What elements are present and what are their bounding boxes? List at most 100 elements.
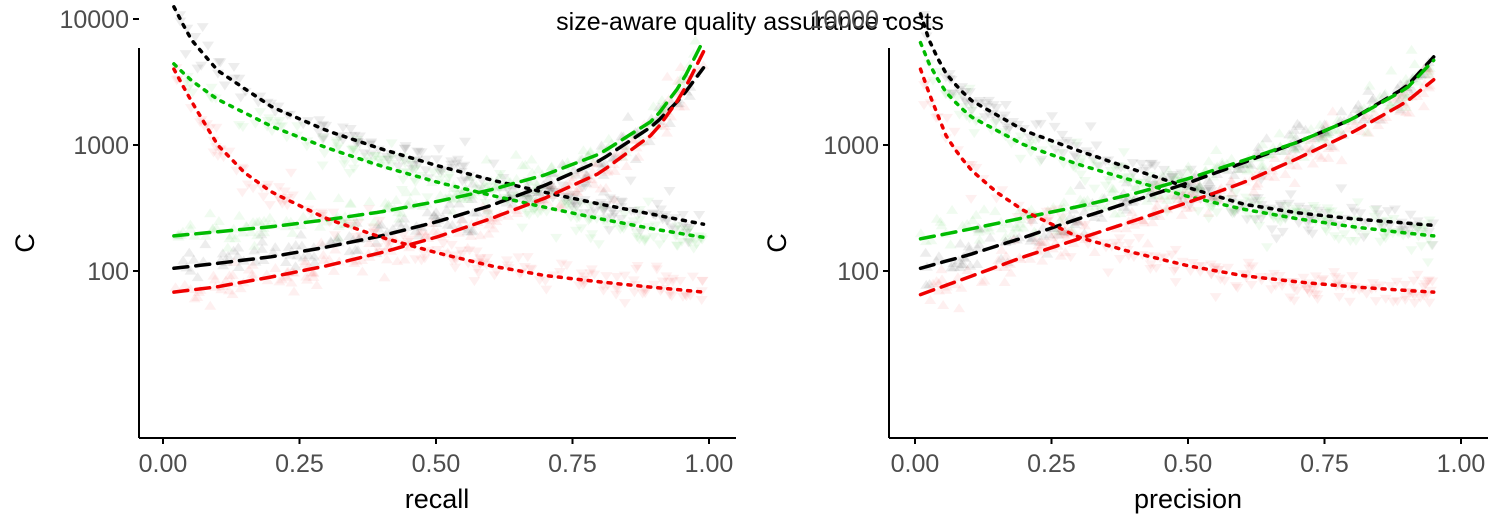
scatter-point [1291, 143, 1304, 153]
scatter-point [584, 269, 597, 279]
scatter-point [500, 256, 513, 266]
scatter-point [363, 238, 376, 248]
scatter-point [1242, 258, 1255, 268]
scatter-point [210, 123, 223, 133]
scatter-point [1207, 171, 1220, 181]
scatter-point [1279, 169, 1292, 179]
scatter-point [545, 180, 558, 190]
scatter-point [1410, 224, 1423, 234]
scatter-point [608, 210, 621, 220]
scatter-point [629, 153, 642, 163]
scatter-point [1274, 202, 1287, 212]
scatter-point [998, 111, 1011, 121]
scatter-point [978, 204, 991, 214]
scatter-point [1064, 139, 1077, 149]
scatter-point [1011, 223, 1024, 233]
scatter-point [273, 276, 286, 286]
scatter-point [571, 209, 584, 219]
scatter-point [345, 132, 358, 142]
scatter-point [332, 193, 345, 203]
scatter-point [1311, 294, 1324, 304]
scatter-point [936, 274, 949, 284]
scatter-point [1170, 190, 1183, 200]
scatter-point [1338, 230, 1351, 240]
scatter-point [338, 155, 351, 165]
scatter-point [983, 225, 996, 235]
figure-title: size-aware quality assurance costs [556, 8, 944, 36]
scatter-point [1202, 214, 1215, 224]
scatter-point [1074, 170, 1087, 180]
scatter-point [1003, 123, 1016, 133]
scatter-point [1242, 158, 1255, 168]
scatter-point [1055, 227, 1068, 237]
scatter-point [390, 195, 403, 205]
scatter-point [1348, 120, 1361, 130]
scatter-point [1161, 194, 1174, 204]
scatter-point [1146, 159, 1159, 169]
scatter-point [315, 237, 328, 247]
scatter-point [343, 246, 356, 256]
scatter-point [378, 272, 391, 282]
scatter-point [1141, 176, 1154, 186]
scatter-point [948, 127, 961, 137]
scatter-point [554, 199, 567, 209]
scatter-point [1394, 90, 1407, 100]
recall-scatter-cloud [169, 11, 710, 310]
scatter-point [1399, 101, 1412, 111]
scatter-point [973, 239, 986, 249]
scatter-point [512, 253, 525, 263]
scatter-point [210, 223, 223, 233]
scatter-point [1312, 150, 1325, 160]
scatter-point [1291, 286, 1304, 296]
scatter-point [1231, 163, 1244, 173]
scatter-point [1095, 200, 1108, 210]
scatter-point [614, 225, 627, 235]
scatter-point [947, 261, 960, 271]
scatter-point [1124, 191, 1137, 201]
scatter-point [682, 226, 695, 236]
scatter-point [297, 252, 310, 262]
scatter-point [188, 293, 201, 303]
scatter-point [276, 122, 289, 132]
scatter-point [1300, 142, 1313, 152]
scatter-point [523, 210, 536, 220]
scatter-point [1415, 242, 1428, 252]
scatter-point [1274, 217, 1287, 227]
scatter-point [1009, 221, 1022, 231]
scatter-point [465, 176, 478, 186]
scatter-point [344, 198, 357, 208]
scatter-point [1205, 270, 1218, 280]
scatter-point [585, 174, 598, 184]
scatter-point [328, 231, 341, 241]
scatter-point [990, 116, 1003, 126]
scatter-point [923, 279, 936, 289]
scatter-point [616, 223, 629, 233]
scatter-point [930, 213, 943, 223]
scatter-point [307, 271, 320, 281]
scatter-point [1172, 194, 1185, 204]
scatter-point [1057, 149, 1070, 159]
scatter-point [1345, 203, 1358, 213]
scatter-point [345, 221, 358, 231]
scatter-point [242, 264, 255, 274]
scatter-point [347, 144, 360, 154]
scatter-point [1331, 279, 1344, 289]
scatter-point [645, 113, 658, 123]
scatter-point [638, 235, 651, 245]
scatter-point [367, 217, 380, 227]
scatter-point [251, 230, 264, 240]
scatter-point [456, 214, 469, 224]
scatter-point [1068, 219, 1081, 229]
scatter-point [356, 255, 369, 265]
scatter-point [1140, 164, 1153, 174]
scatter-point [474, 255, 487, 265]
scatter-point [569, 200, 582, 210]
scatter-point [427, 168, 440, 178]
scatter-point [316, 133, 329, 143]
scatter-point [1158, 165, 1171, 175]
scatter-point [1394, 104, 1407, 114]
scatter-point [1368, 212, 1381, 222]
scatter-point [1423, 64, 1436, 74]
scatter-point [521, 189, 534, 199]
scatter-point [1105, 195, 1118, 205]
